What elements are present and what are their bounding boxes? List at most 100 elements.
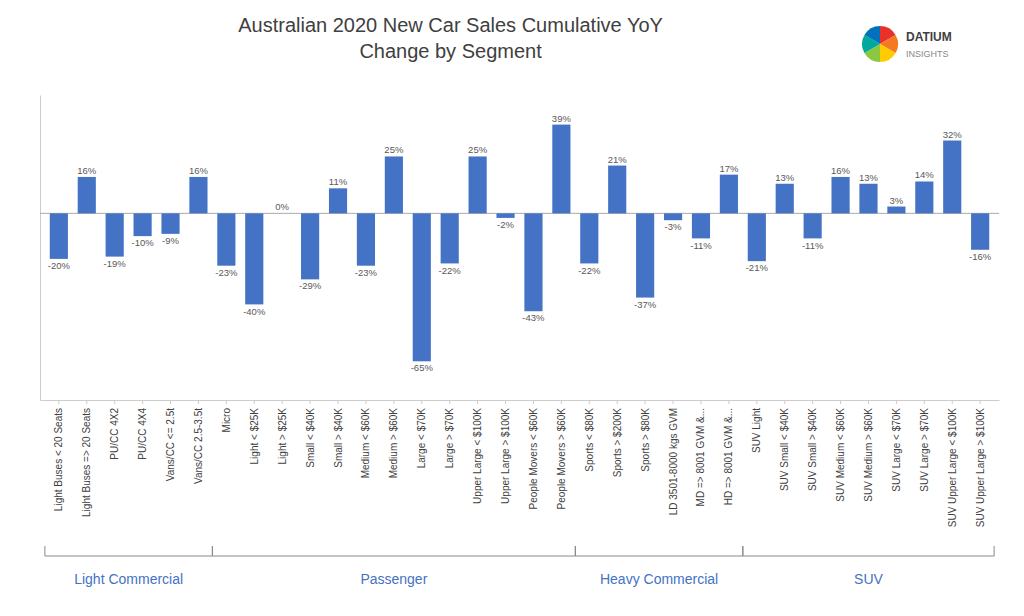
data-label: 17% [719,163,739,174]
bar [776,184,794,214]
bar [469,156,487,213]
bar [441,213,459,263]
data-label: -20% [48,260,71,271]
bar [50,213,68,259]
group-label: SUV [854,571,883,587]
bar [189,177,207,213]
bar [413,213,431,361]
data-label: -22% [439,265,462,276]
bar [831,177,849,213]
x-tick-label: Sports < $80K [584,408,595,472]
data-label: 0% [275,201,289,212]
data-label: -9% [162,235,179,246]
x-tick: PU/CC 4X2 [109,400,120,460]
x-tick-mark [980,400,981,404]
x-axis: Light Buses < 20 SeatsLight Buses => 20 … [41,400,1000,527]
bar [106,213,124,256]
x-tick-label: Small < $40K [305,408,316,468]
bar [524,213,542,311]
x-tick: Medium > $60K [388,400,399,478]
bar [273,213,291,214]
x-tick-label: SUV Medium < $60K [835,408,846,502]
logo: DATIUMINSIGHTS [862,26,952,62]
data-label: 25% [468,144,488,155]
x-tick-label: Vans/CC <= 2.5t [165,408,176,481]
x-tick-label: Large > $70K [444,408,455,469]
annotation: DATIUM [906,30,952,44]
x-tick-label: Sports > $80K [640,408,651,472]
x-tick-label: Medium < $60K [360,408,371,479]
x-tick-mark [700,400,701,404]
x-tick: Large < $70K [416,400,427,468]
x-tick-mark [673,400,674,404]
x-tick-label: SUV Large < $70K [891,408,902,492]
x-tick-mark [142,400,143,404]
x-tick-label: PU/CC 4X4 [137,408,148,460]
x-tick: Medium < $60K [360,400,371,478]
data-label: 13% [859,172,879,183]
zero-line [40,213,999,214]
x-tick: SUV Small < $40K [779,400,790,491]
group-bracket [212,546,575,556]
x-tick-label: SUV Light [751,408,762,453]
data-label: -21% [746,262,769,273]
x-tick: SUV Medium > $60K [863,400,874,502]
group-bracket [45,546,213,556]
x-tick: Upper Large < $100K [472,400,483,504]
x-tick-label: Light Buses => 20 Seats [81,408,92,517]
data-label: -16% [969,251,992,262]
chart: Australian 2020 New Car Sales Cumulative… [0,0,1024,616]
x-tick-mark [58,400,59,404]
x-tick-label: Light < $25K [249,408,260,465]
x-tick: SUV Light [751,400,762,453]
data-label: -19% [104,258,127,269]
bar [804,213,822,238]
data-label: -11% [802,240,824,251]
data-label: -29% [299,280,322,291]
bar [329,188,347,213]
title-line: Australian 2020 New Car Sales Cumulative… [238,14,663,36]
bars [50,125,989,362]
data-label: 39% [552,113,572,124]
bar [664,213,682,220]
bar [971,213,989,249]
groups: Light CommercialPassengerHeavy Commercia… [45,546,994,587]
x-tick: Light > $25K [277,400,288,464]
x-tick-mark [198,400,199,404]
x-tick-mark [868,400,869,404]
x-tick-mark [505,400,506,404]
x-tick-label: SUV Large > $70K [919,408,930,492]
group-bracket [575,546,743,556]
data-label: 16% [831,165,851,176]
x-tick-label: HD => 8001 GVM &... [723,408,734,505]
data-label: 16% [77,165,97,176]
data-label: 21% [608,154,628,165]
x-tick-label: SUV Medium > $60K [863,408,874,502]
x-tick-label: Small > $40K [333,408,344,468]
data-label: -43% [522,312,545,323]
bar [357,213,375,265]
data-label: -65% [411,362,434,373]
x-tick-label: People Movers > $60K [556,408,567,510]
bar [245,213,263,304]
data-labels: -20%16%-19%-10%-9%16%-23%-40%0%-29%11%-2… [48,113,992,374]
group-label: Passenger [360,571,427,587]
bar [580,213,598,263]
bar [217,213,235,265]
bar [720,175,738,214]
data-label: -37% [634,299,657,310]
logo-gem [864,26,880,44]
x-tick-label: SUV Upper Large < $100K [947,408,958,528]
x-tick-label: PU/CC 4X2 [109,408,120,460]
bar [943,141,961,214]
x-tick-mark [421,400,422,404]
x-tick-mark [114,400,115,404]
x-tick-mark [756,400,757,404]
x-tick-label: LD 3501-8000 kgs GVM [668,408,679,515]
data-label: -22% [578,265,601,276]
x-tick-mark [254,400,255,404]
x-tick-mark [533,400,534,404]
x-tick: People Movers > $60K [556,400,567,509]
bar [915,181,933,213]
bar [887,207,905,214]
